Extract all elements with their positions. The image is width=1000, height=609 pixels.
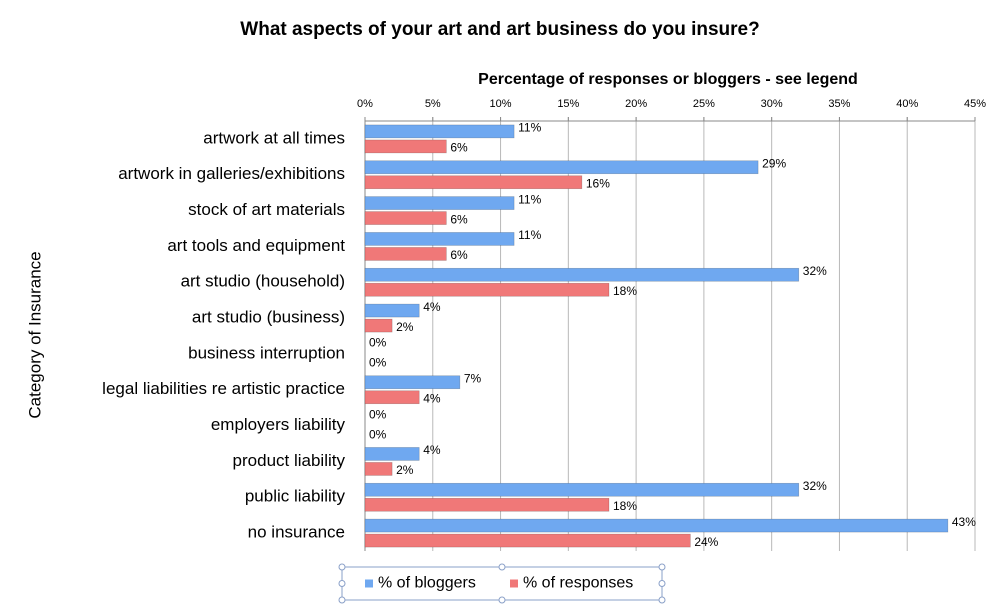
- legend-handle: [658, 580, 666, 587]
- data-label: 18%: [613, 499, 637, 513]
- legend-handle: [498, 596, 506, 604]
- legend-handle: [658, 596, 666, 604]
- x-tick-label: 15%: [557, 98, 579, 110]
- x-tick-label: 20%: [625, 98, 647, 110]
- legend-handle: [658, 563, 666, 571]
- data-label: 6%: [450, 141, 468, 155]
- data-label: 2%: [396, 463, 414, 477]
- data-label: 2%: [396, 320, 414, 334]
- y-axis-title: Category of Insurance: [25, 251, 44, 418]
- x-tick-label: 40%: [896, 98, 918, 110]
- y-tick-label: art studio (household): [181, 272, 345, 291]
- chart-title: What aspects of your art and art busines…: [240, 19, 759, 40]
- y-tick-label: artwork in galleries/exhibitions: [118, 164, 345, 183]
- bar: [364, 462, 393, 476]
- x-tick-label: 45%: [964, 98, 986, 110]
- data-label: 7%: [464, 371, 482, 385]
- x-tick-label: 25%: [693, 98, 715, 110]
- y-tick-label: business interruption: [188, 343, 345, 362]
- x-axis-title: Percentage of responses or bloggers - se…: [478, 71, 858, 88]
- data-label: 0%: [369, 356, 387, 370]
- y-tick-label: stock of art materials: [188, 200, 345, 219]
- y-tick-label: product liability: [233, 451, 346, 470]
- bar: [364, 175, 583, 190]
- data-label: 0%: [369, 407, 387, 421]
- bar: [364, 139, 447, 154]
- y-tick-label: art studio (business): [192, 308, 345, 327]
- data-label: 0%: [369, 336, 387, 350]
- data-label: 32%: [803, 264, 827, 278]
- bar: [364, 267, 800, 282]
- legend-label: % of bloggers: [378, 575, 476, 592]
- y-tick-label: legal liabilities re artistic practice: [102, 379, 345, 398]
- bar: [364, 447, 420, 461]
- data-label: 6%: [450, 212, 468, 226]
- y-tick-label: employers liability: [211, 415, 346, 434]
- data-label: 4%: [423, 300, 441, 314]
- x-tick-label: 30%: [761, 98, 783, 110]
- data-label: 11%: [518, 121, 541, 135]
- bar: [364, 518, 949, 533]
- bar: [364, 375, 461, 390]
- bar: [364, 211, 447, 225]
- bar: [364, 482, 800, 497]
- data-label: 11%: [518, 192, 541, 206]
- data-label: 29%: [762, 156, 786, 170]
- bar: [364, 497, 610, 512]
- bar: [364, 303, 420, 318]
- x-tick-label: 10%: [490, 98, 512, 110]
- y-tick-label: no insurance: [248, 523, 345, 542]
- x-tick-label: 5%: [425, 98, 441, 110]
- legend-handle: [338, 580, 346, 587]
- x-tick-label: 35%: [828, 98, 850, 110]
- legend-handle: [338, 596, 346, 604]
- data-label: 6%: [450, 248, 468, 262]
- legend-handle: [498, 563, 506, 571]
- data-label: 4%: [423, 443, 441, 457]
- bar: [364, 533, 691, 548]
- data-label: 18%: [613, 284, 637, 298]
- legend-swatch: [365, 579, 373, 588]
- bar: [364, 196, 515, 210]
- data-label: 11%: [518, 228, 541, 242]
- data-label: 16%: [586, 176, 610, 190]
- data-label: 24%: [694, 535, 718, 549]
- legend-handle: [338, 563, 346, 571]
- bar: [364, 232, 515, 246]
- legend-swatch: [510, 579, 518, 588]
- data-label: 0%: [369, 427, 387, 441]
- y-tick-label: art tools and equipment: [167, 236, 345, 255]
- bar: [364, 318, 393, 333]
- bar: [364, 124, 515, 139]
- y-tick-label: artwork at all times: [203, 128, 345, 147]
- bar: [364, 247, 447, 261]
- data-label: 32%: [803, 479, 827, 493]
- legend-label: % of responses: [523, 575, 633, 592]
- bar: [364, 160, 759, 175]
- data-label: 43%: [952, 515, 976, 529]
- y-tick-label: public liability: [245, 487, 346, 506]
- data-label: 4%: [423, 391, 441, 405]
- x-tick-label: 0%: [357, 98, 373, 110]
- bar: [364, 390, 420, 405]
- bar: [364, 282, 610, 297]
